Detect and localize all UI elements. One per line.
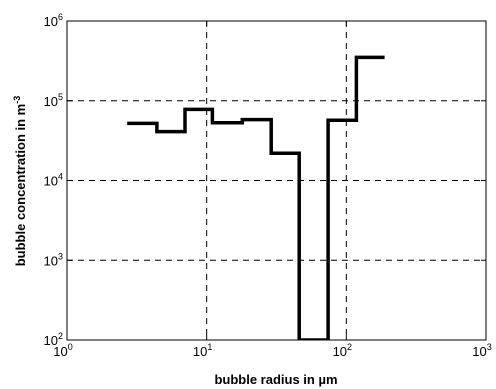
data-series [127, 55, 385, 340]
x-tick-label-base: 10 [333, 344, 347, 359]
x-tick-label-base: 10 [53, 344, 67, 359]
x-tick-label-exp: 1 [207, 342, 212, 352]
y-tick-label-base: 10 [44, 14, 58, 29]
y-tick-label-base: 10 [44, 253, 58, 268]
x-tick-label-base: 10 [472, 344, 486, 359]
x-tick-label: 101 [193, 342, 212, 359]
y-tick-label-exp: 5 [58, 92, 63, 102]
y-tick-label: 102 [44, 331, 63, 348]
y-axis-label-main: bubble concentration in m [13, 104, 28, 267]
x-axis-ticks: 100 101 102 103 [53, 21, 492, 359]
y-tick-label-base: 10 [44, 94, 58, 109]
y-tick-label: 106 [44, 12, 63, 29]
x-tick-label: 102 [333, 342, 352, 359]
y-tick-label: 103 [44, 251, 63, 268]
y-tick-label: 104 [44, 172, 63, 189]
y-tick-label-base: 10 [44, 333, 58, 348]
y-axis-label-sup: -3 [12, 96, 22, 104]
y-tick-label-exp: 2 [58, 331, 63, 341]
x-tick-label: 100 [53, 342, 72, 359]
x-tick-label-exp: 0 [68, 342, 73, 352]
x-tick-label: 103 [472, 342, 491, 359]
y-axis-label: bubble concentration in m-3 [12, 96, 28, 267]
x-axis-label: bubble radius in µm [214, 372, 337, 387]
y-tick-label-exp: 4 [58, 172, 63, 182]
x-tick-label-exp: 2 [347, 342, 352, 352]
x-tick-label-base: 10 [193, 344, 207, 359]
y-tick-label: 105 [44, 92, 63, 109]
series-line [127, 55, 385, 340]
y-tick-label-exp: 3 [58, 251, 63, 261]
y-tick-label-exp: 6 [58, 12, 63, 22]
x-tick-label-exp: 3 [487, 342, 492, 352]
y-tick-label-base: 10 [44, 174, 58, 189]
grid-lines [67, 21, 486, 340]
